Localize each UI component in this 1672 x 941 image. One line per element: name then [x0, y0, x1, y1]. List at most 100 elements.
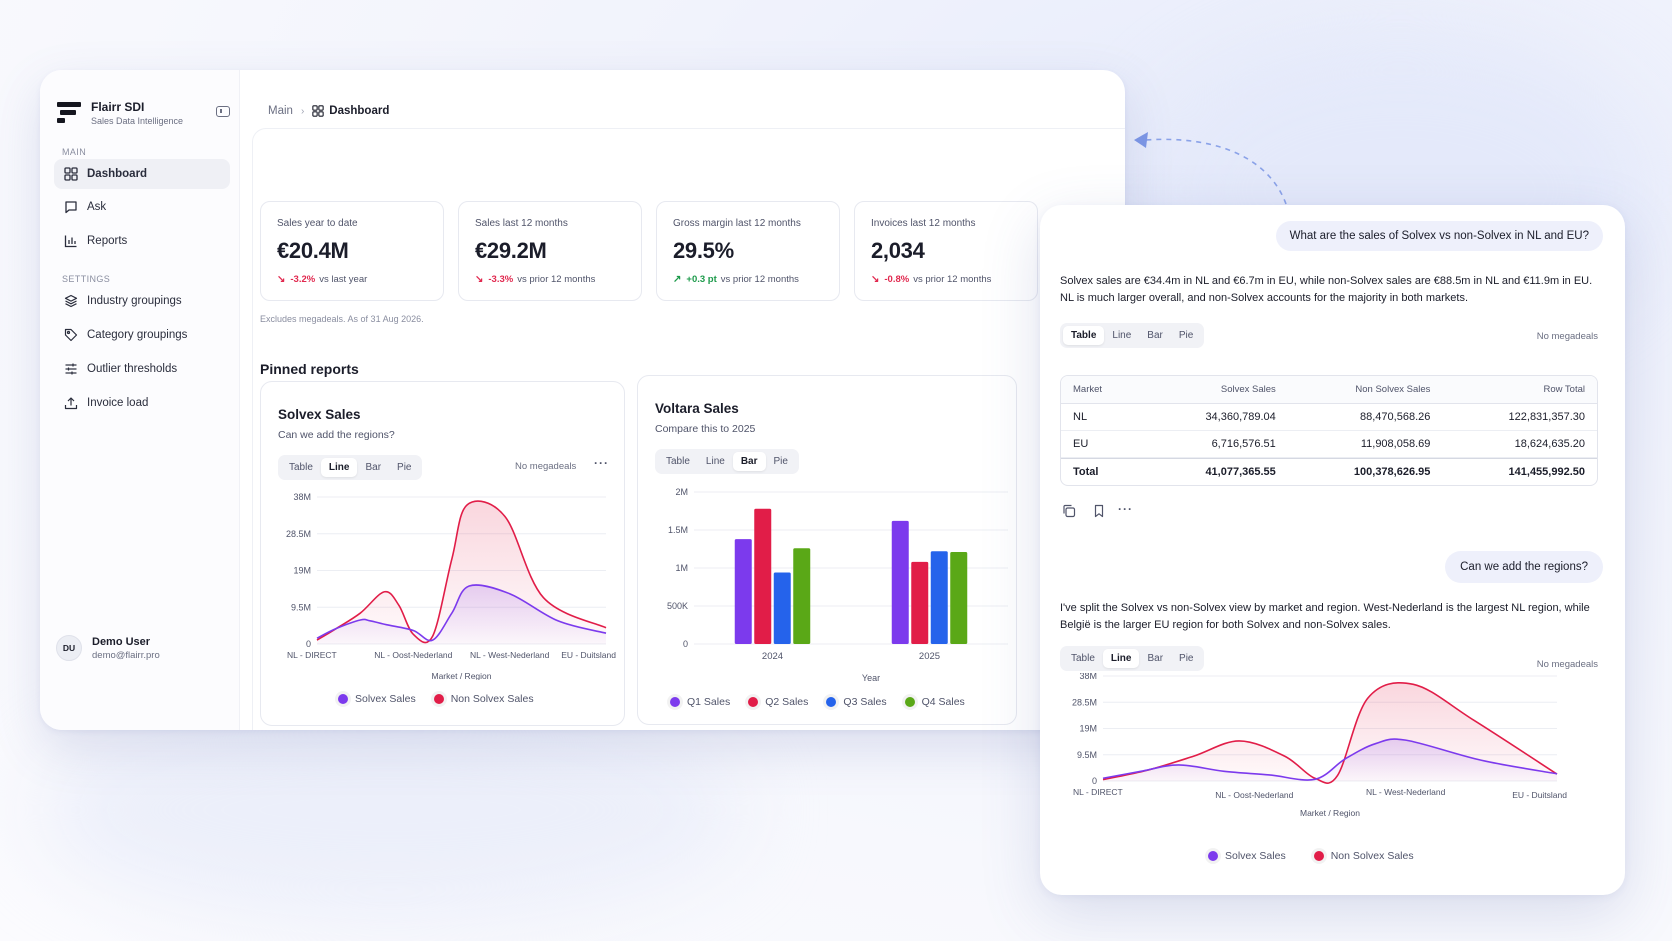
column-header[interactable]: Market — [1061, 376, 1143, 404]
kpi-card-sales-12m[interactable]: Sales last 12 months €29.2M ↘ -3.3% vs pri… — [458, 201, 642, 301]
sidebar-toggle-icon[interactable] — [216, 106, 230, 117]
breadcrumb-current: Dashboard — [312, 105, 389, 117]
brand[interactable]: Flairr SDI Sales Data Intelligence — [57, 100, 183, 126]
kpi-delta: ↗ +0.3 pt vs prior 12 months — [673, 274, 823, 285]
copy-icon[interactable] — [1062, 504, 1076, 518]
kpi-card-sales-ytd[interactable]: Sales year to date €20.4M ↘ -3.2% vs last … — [260, 201, 444, 301]
table-total-row: Total 41,077,365.55 100,378,626.95 141,4… — [1061, 458, 1597, 485]
series-line — [316, 584, 607, 642]
more-options-icon[interactable]: ··· — [594, 456, 609, 470]
sidebar-item-reports[interactable]: Reports — [54, 226, 230, 256]
chart-legend: Solvex Sales Non Solvex Sales — [1208, 850, 1432, 862]
sidebar-item-dashboard[interactable]: Dashboard — [54, 159, 230, 189]
chat-icon — [65, 201, 77, 214]
table-cell: Total — [1061, 458, 1143, 485]
legend-dot — [338, 694, 348, 704]
bar — [930, 551, 948, 644]
legend-item[interactable]: Q3 Sales — [826, 696, 887, 708]
kpi-label: Gross margin last 12 months — [673, 218, 801, 229]
sales-table: Market Solvex Sales Non Solvex Sales Row… — [1060, 375, 1598, 486]
user-email: demo@flairr.pro — [92, 649, 160, 661]
legend-item[interactable]: Non Solvex Sales — [433, 693, 534, 705]
legend-item[interactable]: Solvex Sales — [338, 693, 416, 705]
sidebar-item-industry-groupings[interactable]: Industry groupings — [54, 286, 230, 316]
bar — [891, 520, 909, 644]
tab-pie[interactable]: Pie — [773, 456, 788, 467]
legend-item[interactable]: Non Solvex Sales — [1313, 850, 1414, 862]
tab-bar[interactable]: Bar — [365, 462, 382, 473]
card-subtitle: Compare this to 2025 — [655, 423, 756, 435]
x-tick-label: 2024 — [762, 651, 783, 662]
view-tabs: Table Line Bar Pie — [278, 455, 423, 480]
legend-item[interactable]: Solvex Sales — [1208, 850, 1286, 862]
tab-line[interactable]: Line — [1112, 330, 1132, 341]
tab-table[interactable]: Table — [289, 462, 313, 473]
user-profile[interactable]: DU Demo User demo@flairr.pro — [56, 635, 160, 661]
table-cell: NL — [1061, 404, 1143, 431]
bar — [754, 508, 772, 644]
sidebar-item-category-groupings[interactable]: Category groupings — [54, 320, 230, 350]
y-tick-label: 19M — [293, 566, 311, 576]
table-cell: 6,716,576.51 — [1142, 431, 1288, 458]
column-header[interactable]: Solvex Sales — [1142, 376, 1288, 404]
tab-bar[interactable]: Bar — [1147, 330, 1163, 341]
kpi-comparison: vs last year — [319, 274, 368, 285]
card-subtitle: Can we add the regions? — [278, 429, 395, 441]
bookmark-icon[interactable] — [1092, 504, 1106, 518]
report-card-solvex: Solvex Sales Can we add the regions? Tab… — [260, 381, 625, 726]
legend-label: Solvex Sales — [1225, 850, 1286, 862]
y-tick-label: 1.5M — [668, 525, 688, 535]
breadcrumb-root[interactable]: Main — [268, 105, 293, 117]
tab-line[interactable]: Line — [705, 456, 725, 467]
megadeals-filter[interactable]: No megadeals — [515, 461, 577, 472]
tab-table[interactable]: Table — [1063, 326, 1105, 345]
card-title: Solvex Sales — [278, 407, 361, 422]
more-options-icon[interactable]: ··· — [1118, 502, 1133, 516]
sidebar-item-label: Dashboard — [87, 168, 148, 180]
x-tick-label: EU - Duitsland — [1512, 790, 1567, 800]
legend-item[interactable]: Q4 Sales — [904, 696, 965, 708]
column-header[interactable]: Non Solvex Sales — [1287, 376, 1443, 404]
kpi-value: 2,034 — [871, 238, 925, 263]
kpi-card-invoices[interactable]: Invoices last 12 months 2,034 ↘ -0.8% vs p… — [854, 201, 1038, 301]
tab-pie[interactable]: Pie — [1178, 330, 1194, 341]
table-cell: 122,831,357.30 — [1442, 404, 1597, 431]
sidebar-item-invoice-load[interactable]: Invoice load — [54, 388, 230, 418]
kpi-label: Sales last 12 months — [475, 218, 568, 229]
x-axis-title: Market / Region — [1300, 808, 1360, 818]
x-axis-title: Year — [862, 673, 880, 681]
tab-pie[interactable]: Pie — [1179, 653, 1194, 664]
trend-down-icon: ↘ — [277, 274, 286, 285]
view-tabs: Table Line Bar Pie — [655, 449, 799, 474]
tab-line[interactable]: Line — [320, 458, 358, 477]
bar-chart-icon — [64, 235, 77, 248]
sidebar-item-label: Ask — [87, 201, 107, 213]
tab-table[interactable]: Table — [666, 456, 690, 467]
card-title: Voltara Sales — [655, 401, 739, 416]
grid-icon — [312, 105, 324, 117]
app-name: Flairr SDI — [91, 100, 145, 114]
tab-bar[interactable]: Bar — [732, 452, 766, 471]
trend-down-icon: ↘ — [475, 274, 484, 285]
view-tabs: Table Line Bar Pie — [1060, 323, 1205, 348]
tab-line[interactable]: Line — [1102, 649, 1140, 668]
legend-item[interactable]: Q1 Sales — [670, 696, 730, 708]
solvex-line-chart: 38M 28.5M 19M 9.5M 0NL - DIRECT NL - Oost-Ned… — [286, 492, 616, 680]
y-tick-label: 9.5M — [1077, 750, 1097, 760]
tab-bar[interactable]: Bar — [1147, 653, 1164, 664]
user-name: Demo User — [92, 635, 151, 648]
column-header[interactable]: Row Total — [1442, 376, 1597, 404]
sidebar-item-ask[interactable]: Ask — [54, 192, 230, 222]
legend-label: Q4 Sales — [921, 696, 965, 708]
megadeals-filter[interactable]: No megadeals — [1536, 331, 1598, 342]
megadeals-filter[interactable]: No megadeals — [1536, 659, 1598, 670]
series-line — [1102, 681, 1558, 784]
kpi-delta: ↘ -3.2% vs last year — [277, 274, 427, 285]
series-line — [1102, 738, 1558, 781]
kpi-card-gross-margin[interactable]: Gross margin last 12 months 29.5% ↗ +0.3 … — [656, 201, 840, 301]
sidebar-item-outlier-thresholds[interactable]: Outlier thresholds — [54, 354, 230, 384]
tab-table[interactable]: Table — [1071, 653, 1095, 664]
kpi-delta-value: -0.8% — [884, 274, 910, 285]
tab-pie[interactable]: Pie — [397, 462, 412, 473]
legend-item[interactable]: Q2 Sales — [748, 696, 808, 708]
